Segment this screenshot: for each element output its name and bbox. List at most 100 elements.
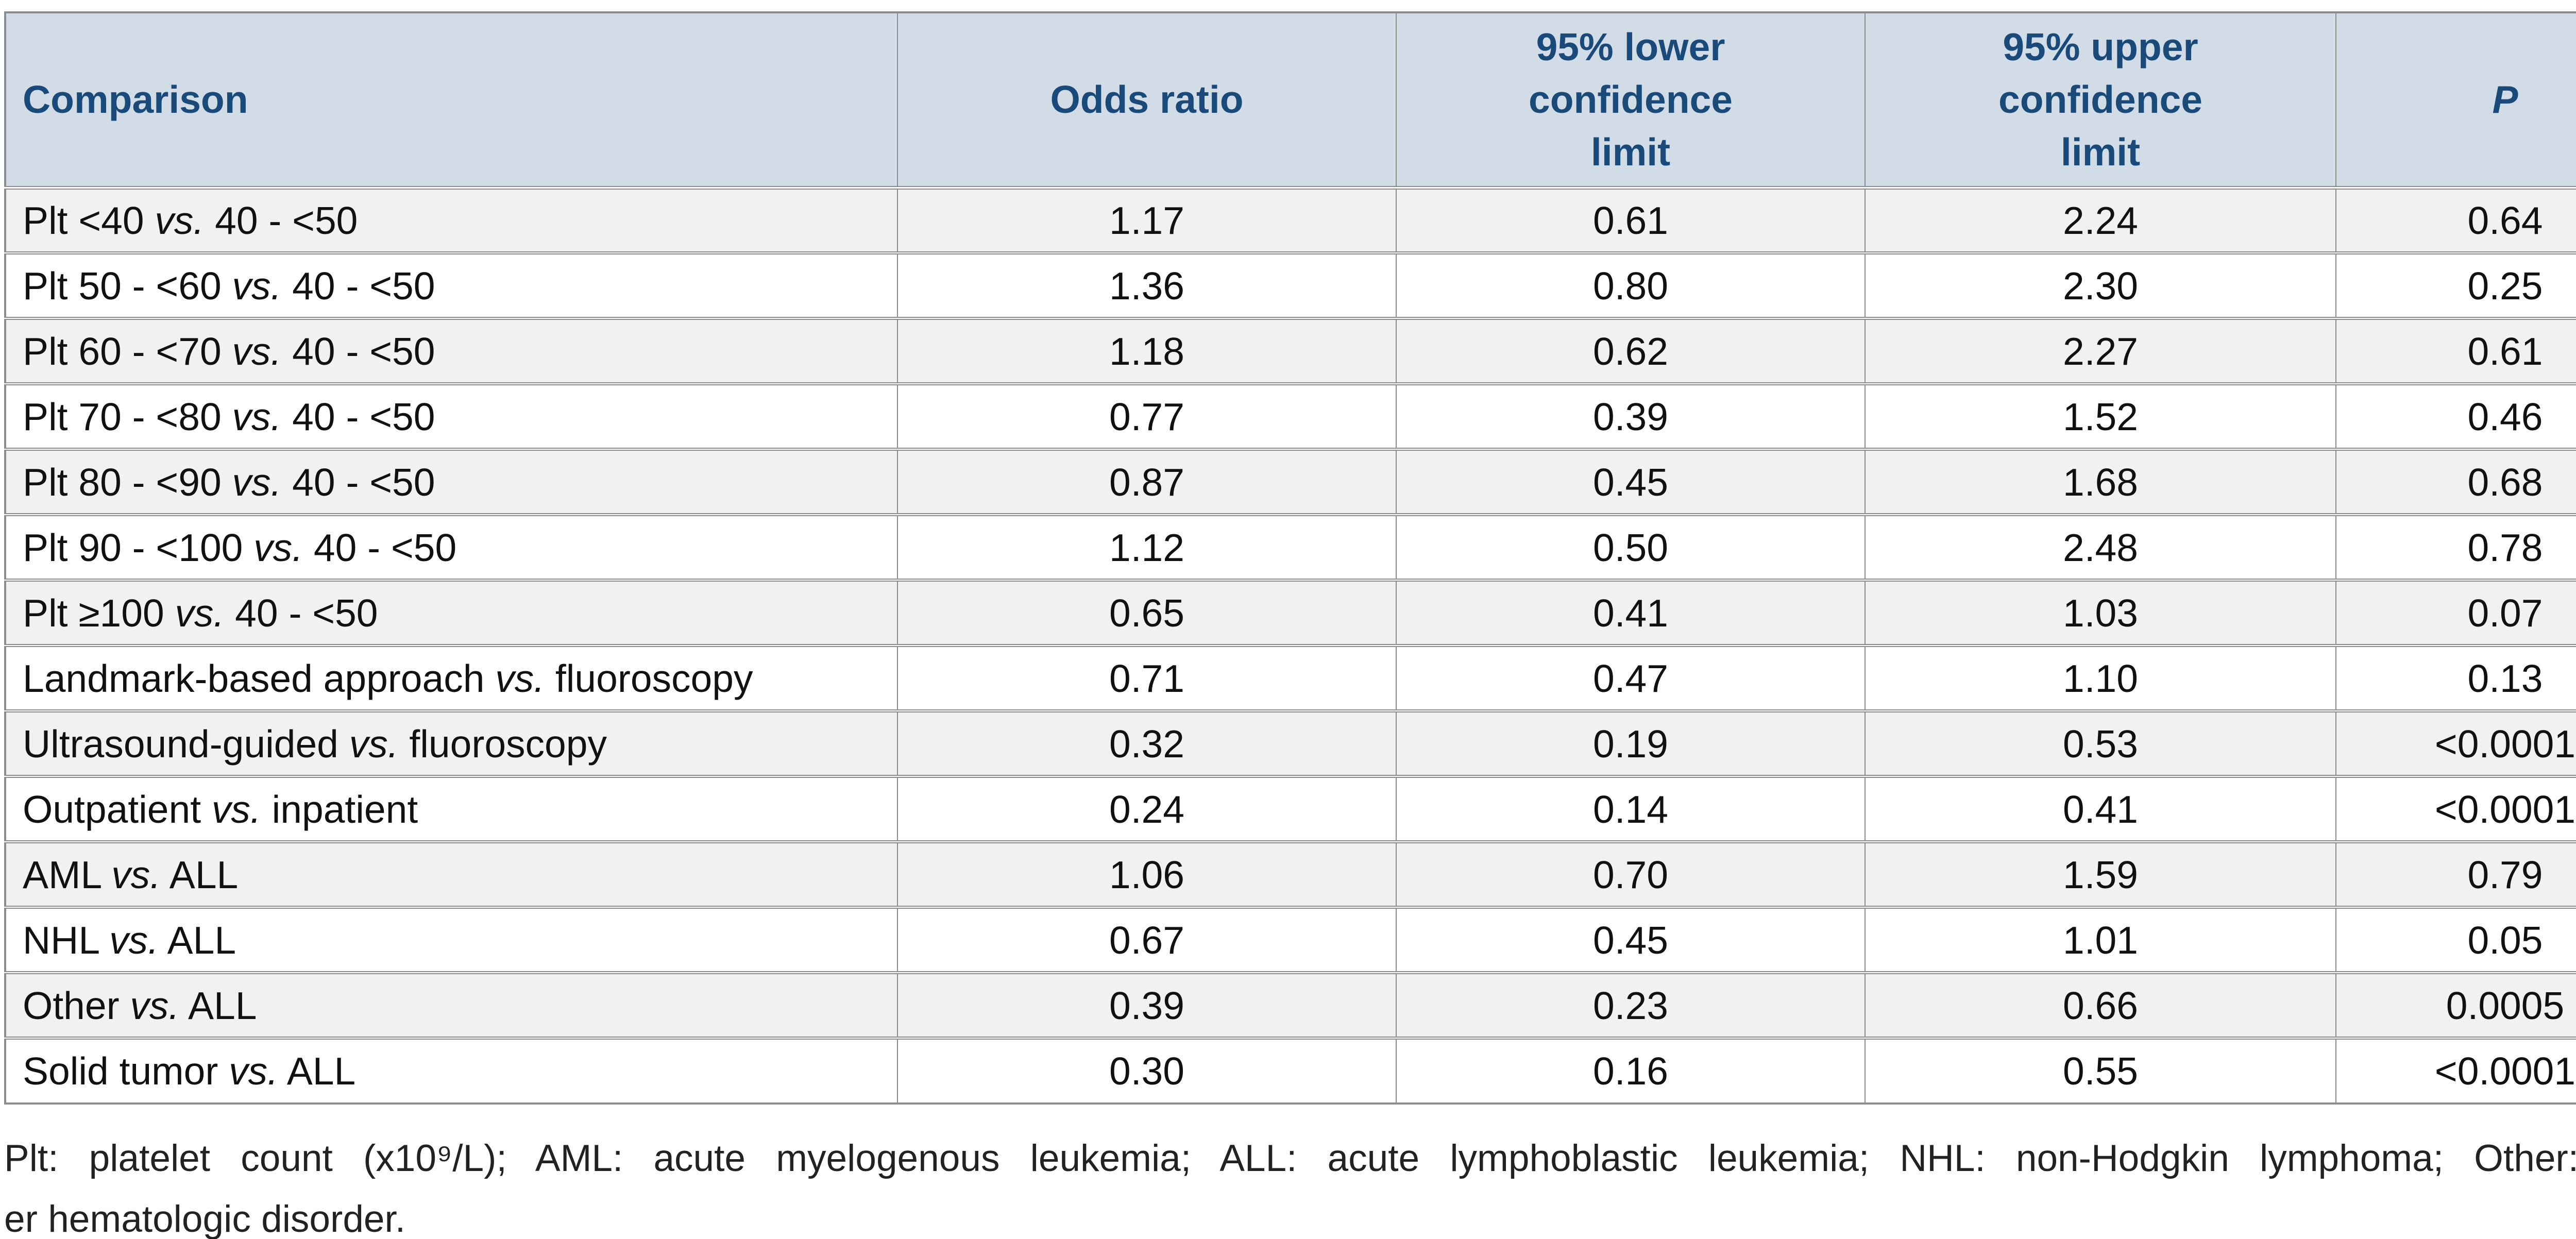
upper-ci-cell: 1.68 [1865, 448, 2336, 515]
table-row: AML vs. ALL 1.06 0.70 1.59 0.79 [5, 840, 2576, 907]
table-row: Landmark-based approach vs. fluoroscopy … [5, 644, 2576, 711]
footnote-line-2: er hematologic disorder. [4, 1198, 406, 1239]
vs-label: vs. [229, 1049, 279, 1093]
vs-label: vs. [175, 591, 225, 635]
comparison-cell: Plt <40 vs. 40 - <50 [5, 188, 897, 253]
upper-ci-cell: 1.52 [1865, 382, 2336, 449]
table-header: Comparison Odds ratio 95% lower confiden… [5, 12, 2576, 190]
lower-ci-cell: 0.19 [1396, 709, 1865, 776]
upper-ci-cell: 2.24 [1865, 188, 2336, 253]
table-body: Plt <40 vs. 40 - <50 1.17 0.61 2.24 0.64… [5, 188, 2576, 1104]
upper-ci-cell: 0.55 [1865, 1037, 2336, 1104]
lower-ci-cell: 0.23 [1396, 971, 1865, 1038]
p-value-cell: 0.46 [2335, 382, 2576, 449]
odds-ratio-cell: 1.18 [897, 317, 1396, 384]
header-label-line: limit [1590, 130, 1671, 174]
upper-ci-cell: 2.30 [1865, 251, 2336, 318]
table-row: Plt 80 - <90 vs. 40 - <50 0.87 0.45 1.68… [5, 448, 2576, 515]
column-header-lower-ci: 95% lower confidence limit [1396, 12, 1865, 190]
comparison-cell: NHL vs. ALL [5, 906, 897, 973]
odds-ratio-cell: 0.65 [897, 579, 1396, 646]
odds-ratio-cell: 0.87 [897, 448, 1396, 515]
p-value-cell: <0.0001 [2335, 1037, 2576, 1104]
table-row: Plt ≥100 vs. 40 - <50 0.65 0.41 1.03 0.0… [5, 579, 2576, 646]
p-value-cell: 0.78 [2335, 513, 2576, 580]
header-label: P [2492, 78, 2518, 122]
vs-label: vs. [232, 264, 282, 308]
upper-ci-cell: 1.01 [1865, 906, 2336, 973]
upper-ci-cell: 0.66 [1865, 971, 2336, 1038]
vs-label: vs. [232, 329, 282, 373]
upper-ci-cell: 0.53 [1865, 709, 2336, 776]
comparison-cell: Plt 90 - <100 vs. 40 - <50 [5, 513, 897, 580]
p-value-cell: 0.13 [2335, 644, 2576, 711]
vs-label: vs. [232, 460, 282, 504]
lower-ci-cell: 0.61 [1396, 188, 1865, 253]
comparison-cell: Plt 50 - <60 vs. 40 - <50 [5, 251, 897, 318]
table-row: Plt 70 - <80 vs. 40 - <50 0.77 0.39 1.52… [5, 382, 2576, 449]
comparison-cell: Plt 80 - <90 vs. 40 - <50 [5, 448, 897, 515]
table-row: Plt <40 vs. 40 - <50 1.17 0.61 2.24 0.64 [5, 188, 2576, 253]
p-value-cell: 0.25 [2335, 251, 2576, 318]
table-row: Ultrasound-guided vs. fluoroscopy 0.32 0… [5, 709, 2576, 776]
comparison-cell: AML vs. ALL [5, 840, 897, 907]
odds-ratio-cell: 0.39 [897, 971, 1396, 1038]
footnote-line-1: Plt: platelet count (x10⁹/L); AML: acute… [4, 1138, 2576, 1179]
p-value-cell: 0.68 [2335, 448, 2576, 515]
upper-ci-cell: 1.59 [1865, 840, 2336, 907]
p-value-cell: 0.07 [2335, 579, 2576, 646]
vs-label: vs. [155, 198, 205, 242]
lower-ci-cell: 0.39 [1396, 382, 1865, 449]
odds-ratio-cell: 0.71 [897, 644, 1396, 711]
p-value-cell: 0.64 [2335, 188, 2576, 253]
odds-ratio-cell: 1.36 [897, 251, 1396, 318]
column-header-comparison: Comparison [5, 12, 897, 190]
table-row: NHL vs. ALL 0.67 0.45 1.01 0.05 [5, 906, 2576, 973]
odds-ratio-cell: 0.24 [897, 775, 1396, 842]
table-row: Other vs. ALL 0.39 0.23 0.66 0.0005 [5, 971, 2576, 1038]
comparison-cell: Landmark-based approach vs. fluoroscopy [5, 644, 897, 711]
lower-ci-cell: 0.50 [1396, 513, 1865, 580]
lower-ci-cell: 0.16 [1396, 1037, 1865, 1104]
lower-ci-cell: 0.47 [1396, 644, 1865, 711]
lower-ci-cell: 0.70 [1396, 840, 1865, 907]
header-label-line: confidence [1529, 78, 1733, 122]
odds-ratio-cell: 0.32 [897, 709, 1396, 776]
table-row: Outpatient vs. inpatient 0.24 0.14 0.41 … [5, 775, 2576, 842]
header-label-line: confidence [1998, 78, 2202, 122]
comparison-cell: Plt ≥100 vs. 40 - <50 [5, 579, 897, 646]
lower-ci-cell: 0.41 [1396, 579, 1865, 646]
comparison-cell: Plt 60 - <70 vs. 40 - <50 [5, 317, 897, 384]
odds-ratio-cell: 1.12 [897, 513, 1396, 580]
odds-ratio-cell: 0.67 [897, 906, 1396, 973]
lower-ci-cell: 0.62 [1396, 317, 1865, 384]
header-label-line: 95% lower [1536, 25, 1725, 69]
vs-label: vs. [109, 918, 159, 962]
table-row: Solid tumor vs. ALL 0.30 0.16 0.55 <0.00… [5, 1037, 2576, 1104]
upper-ci-cell: 1.10 [1865, 644, 2336, 711]
p-value-cell: 0.61 [2335, 317, 2576, 384]
upper-ci-cell: 2.27 [1865, 317, 2336, 384]
odds-ratio-cell: 0.30 [897, 1037, 1396, 1104]
p-value-cell: 0.79 [2335, 840, 2576, 907]
header-row: Comparison Odds ratio 95% lower confiden… [5, 12, 2576, 190]
odds-ratio-cell: 0.77 [897, 382, 1396, 449]
column-header-upper-ci: 95% upper confidence limit [1865, 12, 2336, 190]
comparison-cell: Solid tumor vs. ALL [5, 1037, 897, 1104]
vs-label: vs. [130, 983, 180, 1027]
p-value-cell: <0.0001 [2335, 709, 2576, 776]
column-header-p-value: P [2335, 12, 2576, 190]
p-value-cell: 0.0005 [2335, 971, 2576, 1038]
vs-label: vs. [211, 787, 261, 831]
vs-label: vs. [349, 722, 399, 766]
lower-ci-cell: 0.14 [1396, 775, 1865, 842]
vs-label: vs. [232, 395, 282, 438]
odds-ratio-cell: 1.17 [897, 188, 1396, 253]
column-header-odds-ratio: Odds ratio [897, 12, 1396, 190]
table-row: Plt 90 - <100 vs. 40 - <50 1.12 0.50 2.4… [5, 513, 2576, 580]
odds-ratio-table: Comparison Odds ratio 95% lower confiden… [4, 11, 2576, 1105]
p-value-cell: <0.0001 [2335, 775, 2576, 842]
comparison-cell: Outpatient vs. inpatient [5, 775, 897, 842]
comparison-cell: Ultrasound-guided vs. fluoroscopy [5, 709, 897, 776]
